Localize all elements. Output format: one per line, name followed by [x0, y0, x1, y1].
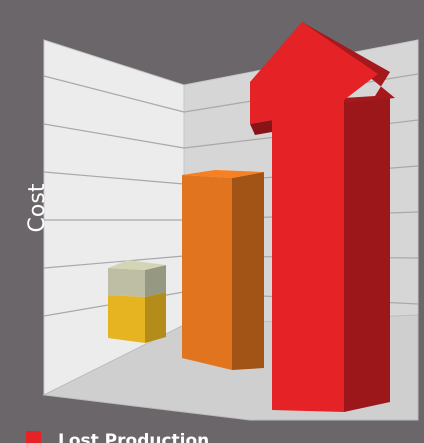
- bar-1-segment-2-front: [108, 268, 145, 297]
- bar-1-segment-1-side: [145, 292, 166, 343]
- y-axis-label: Cost: [25, 183, 50, 232]
- grid-left-5: [43, 255, 185, 269]
- bar-3-arrow-head-side: [302, 22, 395, 103]
- bar-1-segment-2-top: [108, 260, 166, 270]
- bar-3-arrow: [250, 22, 395, 412]
- grid-left-2: [43, 123, 185, 149]
- grid-left-3: [43, 171, 185, 185]
- bar-2: [182, 170, 264, 370]
- bar-1-segment-2-side: [145, 265, 166, 297]
- bar-3-arrow-head-underside: [250, 120, 272, 135]
- legend: Lost Production: [26, 431, 209, 443]
- bar-2-front: [182, 175, 232, 370]
- legend-swatch-lost-production: [26, 431, 41, 443]
- bar-3-arrow-side: [344, 96, 390, 412]
- legend-label-lost-production: Lost Production: [58, 431, 209, 443]
- grid-left-1: [43, 75, 185, 113]
- bar-1: [108, 260, 166, 343]
- bar-3-arrow-front: [250, 22, 378, 412]
- bar-2-side: [232, 172, 264, 370]
- bar-2-top: [182, 170, 264, 178]
- bar-1-segment-1-front: [108, 295, 145, 343]
